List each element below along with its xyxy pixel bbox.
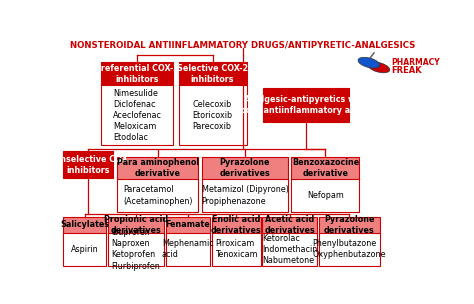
FancyBboxPatch shape [101,85,173,145]
Text: FREAK: FREAK [392,66,422,75]
Text: Metamizol (Dipyrone)
Propiphenazone: Metamizol (Dipyrone) Propiphenazone [201,185,288,206]
Text: Piroxicam
Tenoxicam: Piroxicam Tenoxicam [215,239,257,259]
FancyBboxPatch shape [292,179,359,212]
Text: Preferential COX-2
inhibitors: Preferential COX-2 inhibitors [95,64,179,84]
FancyBboxPatch shape [117,179,198,212]
Text: Pyrazolone
derivatives: Pyrazolone derivatives [219,158,270,178]
FancyBboxPatch shape [117,157,198,179]
Text: PHARMACY: PHARMACY [392,58,440,67]
Text: Propionic acid
derivatives: Propionic acid derivatives [104,215,168,235]
Text: NONSTEROIDAL ANTIINFLAMMATORY DRUGS/ANTIPYRETIC-ANALGESICS: NONSTEROIDAL ANTIINFLAMMATORY DRUGS/ANTI… [70,40,416,49]
FancyBboxPatch shape [63,151,112,178]
FancyBboxPatch shape [108,233,164,266]
Text: Fenamate: Fenamate [165,220,210,229]
Ellipse shape [368,62,390,73]
FancyBboxPatch shape [179,62,246,85]
Text: Celecoxib
Etoricoxib
Parecoxib: Celecoxib Etoricoxib Parecoxib [192,100,233,131]
FancyBboxPatch shape [263,233,317,266]
FancyBboxPatch shape [202,179,288,212]
Text: Pyrazolone
derivatives: Pyrazolone derivatives [324,215,375,235]
FancyBboxPatch shape [263,217,317,233]
Text: Salicylates: Salicylates [60,220,109,229]
FancyBboxPatch shape [108,217,164,233]
Text: Nonselective COX
inhibitors: Nonselective COX inhibitors [48,155,128,175]
FancyBboxPatch shape [292,157,359,179]
Text: Ibuprofen
Naproxen
Ketoprofen
Flurbiprofen: Ibuprofen Naproxen Ketoprofen Flurbiprof… [112,228,160,271]
FancyBboxPatch shape [101,62,173,85]
Text: Phenylbutazone
Oxyphenbutazone: Phenylbutazone Oxyphenbutazone [313,239,386,259]
Text: Benzoxazocine
derivative: Benzoxazocine derivative [292,158,359,178]
Text: Nimesulide
Diclofenac
Aceclofenac
Meloxicam
Etodolac: Nimesulide Diclofenac Aceclofenac Meloxi… [113,89,162,142]
Text: Acetic acid
derivatives: Acetic acid derivatives [264,215,315,235]
Text: Paracetamol
(Acetaminophen): Paracetamol (Acetaminophen) [123,185,192,206]
FancyBboxPatch shape [319,233,380,266]
FancyBboxPatch shape [63,217,106,233]
Text: Ketorolac
Indomethacin
Nabumetone: Ketorolac Indomethacin Nabumetone [262,234,317,265]
Text: Para aminophenol
derivative: Para aminophenol derivative [117,158,199,178]
FancyBboxPatch shape [212,233,261,266]
FancyBboxPatch shape [212,217,261,233]
FancyBboxPatch shape [166,217,210,233]
Text: Nefopam: Nefopam [307,191,344,200]
FancyBboxPatch shape [202,157,288,179]
FancyBboxPatch shape [179,85,246,145]
FancyBboxPatch shape [166,233,210,266]
Text: Mephenamic
acid: Mephenamic acid [162,239,214,259]
Text: Selective COX-2
inhibitors: Selective COX-2 inhibitors [177,64,248,84]
FancyBboxPatch shape [263,88,349,122]
Text: Enolic acid
derivatives: Enolic acid derivatives [211,215,262,235]
FancyBboxPatch shape [63,233,106,266]
FancyBboxPatch shape [319,217,380,233]
Text: Aspirin: Aspirin [71,245,99,254]
Text: Analgesic-antipyretics with
poor antiinflammatory action: Analgesic-antipyretics with poor antiinf… [240,95,373,115]
Ellipse shape [358,57,380,68]
